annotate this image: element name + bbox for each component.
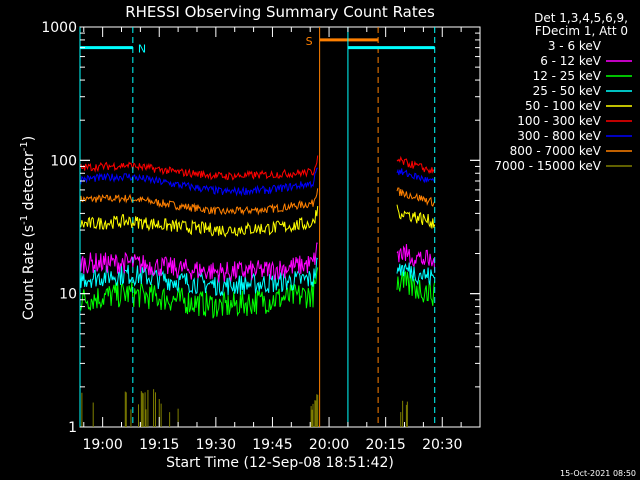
series-50_100keV-line	[79, 206, 319, 238]
legend-label: 7000 - 15000 keV	[494, 159, 601, 173]
legend-label: 3 - 6 keV	[548, 39, 602, 53]
legend-label: 6 - 12 keV	[540, 54, 602, 68]
legend-label: 12 - 25 keV	[533, 69, 602, 83]
y-tick-label: 10	[59, 287, 77, 303]
legend-label: 300 - 800 keV	[517, 129, 601, 143]
x-tick-label: 19:15	[139, 437, 179, 453]
legend-label: 800 - 7000 keV	[510, 144, 602, 158]
x-tick-label: 20:15	[365, 437, 405, 453]
series-12_25keV-line	[396, 270, 436, 306]
x-tick-label: 19:45	[252, 437, 292, 453]
series-300_800keV-line	[396, 168, 436, 184]
footer-date: 15-Oct-2021 08:50	[560, 469, 636, 478]
series-300_800keV-line	[79, 167, 318, 197]
series-100_300keV-line	[79, 155, 319, 181]
series-800_7000keV-line	[79, 188, 319, 216]
series-50_100keV-line	[396, 204, 436, 229]
legend-header: FDecim 1, Att 0	[535, 24, 628, 38]
legend-header: Det 1,3,4,5,6,9,	[534, 11, 628, 25]
y-tick-label: 100	[50, 153, 77, 169]
series-6_12keV-line	[396, 243, 436, 272]
x-tick-label: 20:00	[309, 437, 349, 453]
legend-label: 100 - 300 keV	[517, 114, 601, 128]
y-tick-label: 1000	[41, 20, 77, 36]
flag-label: S	[306, 35, 313, 48]
series-100_300keV-line	[396, 155, 435, 175]
plot-area: NS	[79, 27, 436, 427]
y-tick-label: 1	[68, 420, 77, 436]
legend-label: 25 - 50 keV	[533, 84, 602, 98]
legend: Det 1,3,4,5,6,9,FDecim 1, Att 03 - 6 keV…	[494, 11, 632, 173]
x-tick-label: 19:00	[82, 437, 122, 453]
series-25_50keV-line	[396, 262, 436, 286]
x-axis: 19:00 19:15 19:30 19:45 20:00 20:15 20:30	[82, 27, 481, 453]
series-6_12keV-line	[79, 242, 318, 283]
series-800_7000keV-line	[396, 187, 436, 207]
chart-title: RHESSI Observing Summary Count Rates	[125, 3, 435, 21]
x-tick-label: 19:30	[196, 437, 236, 453]
flag-label: N	[138, 43, 146, 56]
plot-frame	[79, 26, 481, 428]
series-12_25keV-line	[79, 267, 319, 319]
x-tick-label: 20:30	[422, 437, 462, 453]
y-axis-label: Count Rate (s-1 detector-1)	[19, 136, 37, 320]
legend-label: 50 - 100 keV	[525, 99, 602, 113]
x-axis-label: Start Time (12-Sep-08 18:51:42)	[166, 455, 394, 471]
y-axis: 1 10 100 1000	[41, 20, 480, 436]
